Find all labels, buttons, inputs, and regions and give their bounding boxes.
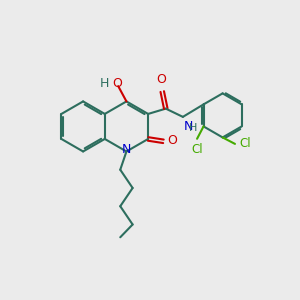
Text: O: O [156,73,166,86]
Text: Cl: Cl [191,143,203,156]
Text: O: O [167,134,177,147]
Text: O: O [112,77,122,90]
Text: N: N [184,120,193,133]
Text: N: N [122,143,131,157]
Text: H: H [189,123,198,134]
Text: Cl: Cl [239,137,251,150]
Text: H: H [99,77,109,90]
